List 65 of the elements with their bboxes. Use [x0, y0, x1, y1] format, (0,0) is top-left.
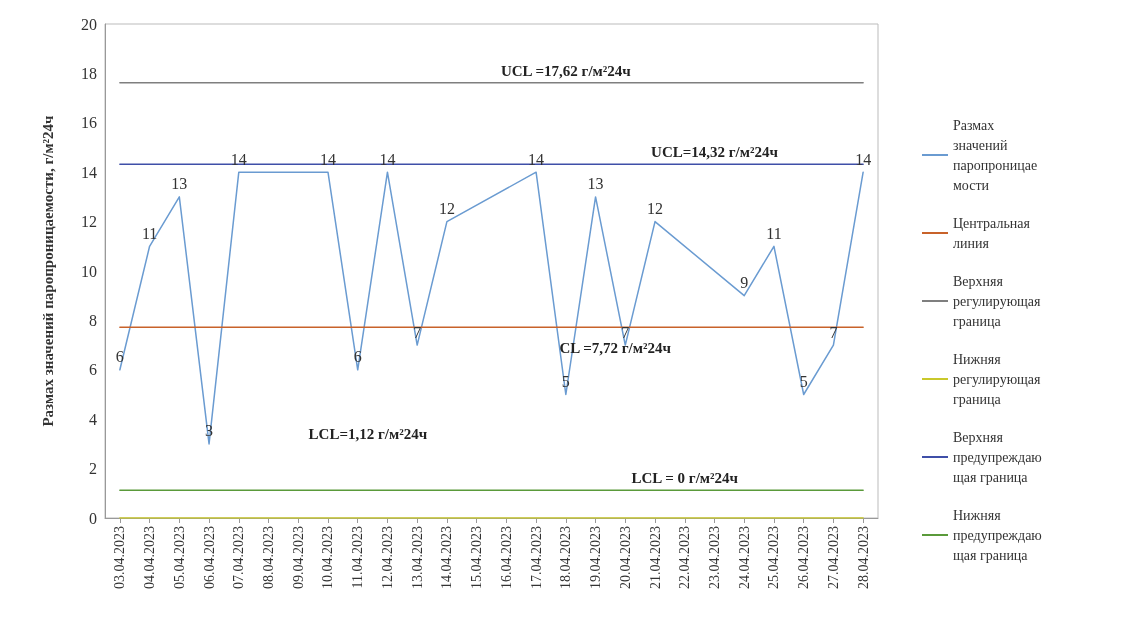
x-tick-label: 07.04.2023 — [231, 526, 247, 589]
x-tick-label: 04.04.2023 — [142, 526, 158, 589]
legend-label: Верхняя регулирующая граница — [953, 273, 1045, 329]
y-tick-label: 20 — [81, 15, 97, 33]
x-tick-label: 12.04.2023 — [379, 526, 395, 589]
y-tick-label: 6 — [89, 361, 97, 379]
x-tick-label: 14.04.2023 — [439, 526, 455, 589]
y-tick-label: 12 — [81, 213, 97, 231]
legend-label: Размах значений паропроницаемости — [953, 117, 1038, 193]
x-tick-label: 13.04.2023 — [409, 526, 425, 589]
data-label: 12 — [438, 200, 455, 218]
x-tick-label: 11.04.2023 — [350, 526, 366, 589]
x-tick-label: 05.04.2023 — [171, 526, 187, 589]
x-tick-label: 06.04.2023 — [201, 526, 217, 589]
x-tick-label: 17.04.2023 — [528, 526, 544, 589]
y-tick-label: 2 — [89, 460, 97, 478]
annotation: LCL = 0 г/м²24ч — [631, 470, 739, 487]
x-tick-label: 09.04.2023 — [290, 526, 306, 589]
legend-label: Нижняя регулирующая граница — [953, 351, 1045, 407]
x-tick-label: 10.04.2023 — [320, 526, 336, 589]
annotation: CL =7,72 г/м²24ч — [559, 339, 672, 356]
annotation: LCL=1,12 г/м²24ч — [308, 426, 428, 443]
x-tick-label: 16.04.2023 — [498, 526, 514, 589]
data-label: 7 — [621, 323, 630, 341]
data-label: 14 — [379, 150, 396, 168]
data-label: 7 — [413, 323, 422, 341]
x-tick-label: 18.04.2023 — [558, 526, 574, 589]
x-tick-label: 26.04.2023 — [796, 526, 812, 589]
x-tick-label: 27.04.2023 — [825, 526, 841, 589]
x-tick-label: 28.04.2023 — [855, 526, 871, 589]
y-tick-label: 18 — [81, 64, 97, 82]
x-tick-label: 20.04.2023 — [617, 526, 633, 589]
data-label: 14 — [855, 150, 872, 168]
data-label: 14 — [319, 150, 336, 168]
x-tick-label: 03.04.2023 — [112, 526, 128, 589]
legend-label: Верхняя предупреждающая граница — [953, 429, 1042, 485]
y-axis-title: Размах значений паропроницаемости, г/м²24ч — [40, 114, 56, 427]
data-label: 14 — [230, 150, 247, 168]
data-label: 9 — [740, 274, 749, 292]
x-tick-label: 24.04.2023 — [736, 526, 752, 589]
annotation: UCL =17,62 г/м²24ч — [500, 62, 632, 79]
data-label: 13 — [171, 175, 188, 193]
y-tick-label: 4 — [89, 410, 97, 428]
x-tick-label: 23.04.2023 — [706, 526, 722, 589]
x-tick-label: 25.04.2023 — [766, 526, 782, 589]
x-tick-label: 15.04.2023 — [469, 526, 485, 589]
data-label: 14 — [528, 150, 545, 168]
data-label: 5 — [561, 373, 570, 390]
x-tick-label: 22.04.2023 — [677, 526, 693, 589]
y-tick-label: 0 — [89, 509, 97, 527]
data-label: 12 — [647, 200, 664, 218]
data-label: 13 — [587, 175, 604, 193]
x-tick-label: 19.04.2023 — [588, 526, 604, 589]
data-label: 11 — [766, 224, 782, 242]
legend-label: Нижняя предупреждающая граница — [953, 507, 1042, 563]
data-label: 3 — [205, 422, 214, 440]
annotation: UCL=14,32 г/м²24ч — [651, 144, 779, 161]
legend-label: Центральная линия — [953, 215, 1034, 251]
y-tick-label: 14 — [81, 163, 97, 181]
x-tick-label: 21.04.2023 — [647, 526, 663, 589]
data-label: 11 — [141, 224, 158, 242]
y-tick-label: 16 — [81, 114, 97, 132]
y-tick-label: 8 — [89, 311, 97, 329]
y-tick-label: 10 — [81, 262, 97, 280]
x-tick-label: 08.04.2023 — [261, 526, 277, 589]
